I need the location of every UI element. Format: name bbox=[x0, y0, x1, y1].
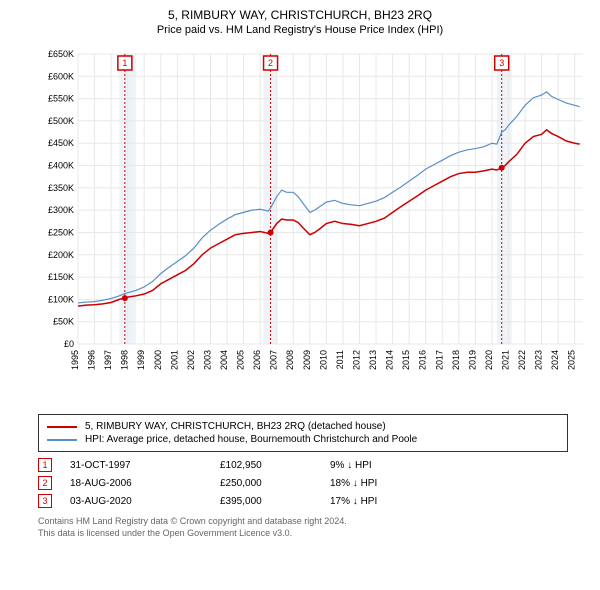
svg-text:2020: 2020 bbox=[484, 350, 494, 370]
svg-text:2011: 2011 bbox=[335, 350, 345, 369]
svg-text:£200K: £200K bbox=[48, 250, 74, 260]
svg-text:2000: 2000 bbox=[153, 350, 163, 370]
legend-swatch-price bbox=[47, 426, 77, 428]
sales-row: 1 31-OCT-1997£102,9509% ↓ HPI bbox=[38, 458, 568, 472]
legend-row-2: HPI: Average price, detached house, Bour… bbox=[47, 434, 559, 445]
footer-line-1: Contains HM Land Registry data © Crown c… bbox=[38, 516, 592, 528]
legend-label-price: 5, RIMBURY WAY, CHRISTCHURCH, BH23 2RQ (… bbox=[85, 421, 386, 432]
svg-text:2025: 2025 bbox=[567, 350, 577, 370]
sale-price: £102,950 bbox=[220, 460, 330, 471]
svg-text:2016: 2016 bbox=[418, 350, 428, 370]
svg-text:2003: 2003 bbox=[202, 350, 212, 370]
svg-text:2009: 2009 bbox=[302, 350, 312, 370]
sales-row: 2 18-AUG-2006£250,00018% ↓ HPI bbox=[38, 476, 568, 490]
svg-text:1998: 1998 bbox=[120, 350, 130, 370]
sale-price: £250,000 bbox=[220, 478, 330, 489]
svg-text:£150K: £150K bbox=[48, 272, 74, 282]
sale-marker-icon: 3 bbox=[38, 494, 52, 508]
svg-text:2012: 2012 bbox=[351, 350, 361, 370]
svg-text:£600K: £600K bbox=[48, 71, 74, 81]
legend: 5, RIMBURY WAY, CHRISTCHURCH, BH23 2RQ (… bbox=[38, 414, 568, 452]
sale-price: £395,000 bbox=[220, 496, 330, 507]
svg-text:1: 1 bbox=[122, 58, 127, 68]
svg-text:£650K: £650K bbox=[48, 49, 74, 59]
svg-text:2002: 2002 bbox=[186, 350, 196, 370]
svg-text:£100K: £100K bbox=[48, 294, 74, 304]
svg-text:2017: 2017 bbox=[434, 350, 444, 370]
svg-text:2024: 2024 bbox=[550, 350, 560, 370]
svg-text:2: 2 bbox=[268, 58, 273, 68]
chart-title: 5, RIMBURY WAY, CHRISTCHURCH, BH23 2RQ bbox=[8, 8, 592, 22]
svg-text:1995: 1995 bbox=[70, 350, 80, 370]
svg-text:2022: 2022 bbox=[517, 350, 527, 370]
legend-row-1: 5, RIMBURY WAY, CHRISTCHURCH, BH23 2RQ (… bbox=[47, 421, 559, 432]
sale-diff: 17% ↓ HPI bbox=[330, 496, 450, 507]
svg-text:2018: 2018 bbox=[451, 350, 461, 370]
svg-text:1996: 1996 bbox=[87, 350, 97, 370]
legend-swatch-hpi bbox=[47, 439, 77, 441]
svg-text:2007: 2007 bbox=[269, 350, 279, 370]
svg-text:2001: 2001 bbox=[169, 350, 179, 370]
footer-line-2: This data is licensed under the Open Gov… bbox=[38, 528, 592, 540]
svg-text:£0: £0 bbox=[64, 339, 74, 349]
sales-row: 3 03-AUG-2020£395,00017% ↓ HPI bbox=[38, 494, 568, 508]
svg-text:3: 3 bbox=[499, 58, 504, 68]
svg-text:2014: 2014 bbox=[385, 350, 395, 370]
svg-text:£300K: £300K bbox=[48, 205, 74, 215]
svg-text:£50K: £50K bbox=[53, 317, 74, 327]
svg-text:£400K: £400K bbox=[48, 161, 74, 171]
sale-diff: 18% ↓ HPI bbox=[330, 478, 450, 489]
sale-marker-icon: 2 bbox=[38, 476, 52, 490]
chart-container: 5, RIMBURY WAY, CHRISTCHURCH, BH23 2RQ P… bbox=[0, 0, 600, 590]
svg-text:2010: 2010 bbox=[318, 350, 328, 370]
svg-text:£350K: £350K bbox=[48, 183, 74, 193]
svg-text:£450K: £450K bbox=[48, 138, 74, 148]
plot-area: £0 £50K £100K £150K £200K £250K £300K £350K £400… bbox=[38, 44, 598, 404]
svg-text:2023: 2023 bbox=[534, 350, 544, 370]
svg-text:£500K: £500K bbox=[48, 116, 74, 126]
svg-text:2005: 2005 bbox=[236, 350, 246, 370]
chart-svg: £0 £50K £100K £150K £200K £250K £300K £350K £400… bbox=[38, 44, 598, 404]
svg-text:2019: 2019 bbox=[467, 350, 477, 370]
svg-text:2013: 2013 bbox=[368, 350, 378, 370]
sale-date: 31-OCT-1997 bbox=[70, 460, 220, 471]
sales-table: 1 31-OCT-1997£102,9509% ↓ HPI 2 18-AUG-2006… bbox=[38, 458, 568, 508]
sale-marker-icon: 1 bbox=[38, 458, 52, 472]
chart-subtitle: Price paid vs. HM Land Registry's House … bbox=[8, 24, 592, 36]
sale-date: 03-AUG-2020 bbox=[70, 496, 220, 507]
legend-label-hpi: HPI: Average price, detached house, Bour… bbox=[85, 434, 417, 445]
footer: Contains HM Land Registry data © Crown c… bbox=[38, 516, 592, 539]
svg-text:2008: 2008 bbox=[285, 350, 295, 370]
sale-diff: 9% ↓ HPI bbox=[330, 460, 450, 471]
svg-text:2004: 2004 bbox=[219, 350, 229, 370]
svg-text:£250K: £250K bbox=[48, 227, 74, 237]
svg-text:1999: 1999 bbox=[136, 350, 146, 370]
svg-text:2006: 2006 bbox=[252, 350, 262, 370]
svg-text:2015: 2015 bbox=[401, 350, 411, 370]
svg-text:£550K: £550K bbox=[48, 94, 74, 104]
svg-text:1997: 1997 bbox=[103, 350, 113, 370]
svg-text:2021: 2021 bbox=[500, 350, 510, 370]
sale-date: 18-AUG-2006 bbox=[70, 478, 220, 489]
